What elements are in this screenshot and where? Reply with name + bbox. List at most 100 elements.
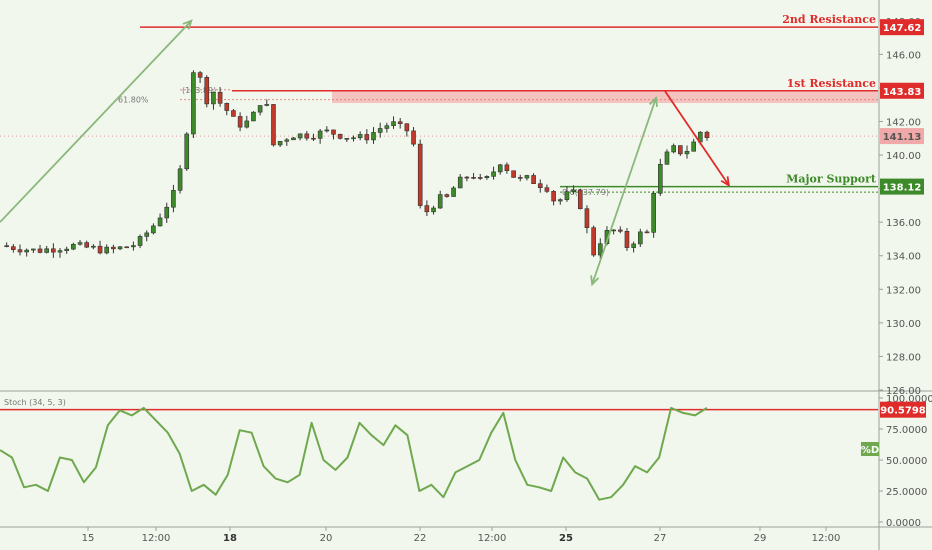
- candle-body: [217, 91, 223, 104]
- candle-body: [324, 129, 330, 132]
- candle-body: [311, 137, 316, 140]
- candle-body: [557, 199, 563, 202]
- stoch-value-badge: [880, 401, 926, 418]
- candle-body: [658, 163, 663, 194]
- stoch-tick-label: 100.0000: [886, 394, 932, 405]
- stoch-value-text: 90.5798: [880, 406, 926, 417]
- candle-body: [37, 248, 43, 253]
- time-tick-label: 12:00: [478, 533, 507, 544]
- candle-body: [277, 141, 283, 146]
- candle-body: [484, 176, 490, 179]
- candle-body: [644, 231, 650, 234]
- candle-body: [224, 103, 230, 111]
- candle-body: [511, 170, 516, 178]
- candle-body: [51, 248, 56, 253]
- candle-body: [564, 191, 570, 200]
- candle-body: [84, 242, 90, 248]
- candle-body: [237, 116, 243, 128]
- candle-body: [651, 192, 656, 233]
- candle-body: [497, 164, 503, 173]
- candle-body: [391, 121, 396, 126]
- price-tick-label: 126.00: [886, 386, 921, 397]
- candle-body: [617, 229, 623, 232]
- candle-body: [157, 217, 163, 227]
- candle-body: [571, 189, 576, 192]
- candle-body: [704, 131, 710, 138]
- level-price-text: 138.12: [883, 183, 922, 194]
- price-tick-label: 146.00: [886, 50, 921, 61]
- candle-body: [251, 111, 256, 122]
- candle-body: [204, 77, 210, 105]
- candle-body: [97, 245, 103, 254]
- candle-body: [317, 130, 323, 139]
- candle-body: [11, 246, 16, 250]
- candle-body: [584, 208, 590, 228]
- candle-body: [577, 189, 583, 210]
- time-tick-label: 12:00: [812, 533, 841, 544]
- candle-body: [297, 133, 303, 139]
- time-tick-label: 27: [654, 533, 667, 544]
- stoch-d-line: [0, 406, 708, 501]
- candle-body: [284, 139, 290, 142]
- level-price-badge: [880, 178, 924, 195]
- candle-body: [164, 206, 170, 219]
- level-price-text: 147.62: [883, 23, 922, 34]
- candle-body: [71, 243, 76, 250]
- candle-body: [357, 134, 363, 139]
- price-tick-label: 134.00: [886, 252, 921, 263]
- stoch-tick-label: 25.0000: [886, 487, 927, 498]
- time-tick-label: 18: [223, 533, 237, 544]
- time-tick-label: 22: [414, 533, 427, 544]
- candle-body: [137, 236, 143, 246]
- level-label: 1st Resistance: [787, 77, 876, 90]
- trend-arrow: [664, 90, 730, 186]
- candle-body: [117, 246, 123, 250]
- candle-body: [431, 207, 436, 213]
- stoch-tick-label: 0.0000: [886, 518, 921, 529]
- candle-body: [184, 133, 190, 170]
- candle-body: [44, 248, 49, 253]
- trend-arrow: [591, 97, 657, 285]
- candle-body: [104, 246, 110, 254]
- candle-body: [244, 120, 250, 128]
- candle-body: [57, 250, 63, 253]
- time-tick-label: 20: [320, 533, 333, 544]
- candle-body: [197, 72, 203, 78]
- candle-body: [664, 151, 670, 165]
- time-tick-label: 15: [82, 533, 95, 544]
- candle-body: [444, 194, 450, 197]
- candle-body: [31, 248, 36, 251]
- level-price-text: 143.83: [883, 87, 922, 98]
- candle-body: [351, 137, 356, 140]
- candle-body: [264, 104, 270, 106]
- candle-body: [384, 125, 390, 129]
- time-tick-label: 12:00: [142, 533, 171, 544]
- candle-body: [17, 249, 23, 253]
- stoch-series-label: %D: [861, 445, 879, 456]
- candle-body: [24, 249, 29, 253]
- candle-body: [491, 171, 496, 177]
- trend-arrow-head: [720, 176, 731, 187]
- candle-body: [524, 175, 530, 179]
- candle-body: [64, 248, 69, 251]
- fib-label-top: (143.89): [182, 86, 216, 95]
- stoch-tick-label: 75.0000: [886, 425, 927, 436]
- resistance-zone: [332, 90, 878, 104]
- candle-body: [424, 205, 430, 213]
- candle-body: [331, 129, 336, 135]
- candle-body: [177, 168, 183, 191]
- candle-body: [597, 243, 603, 256]
- candle-body: [624, 231, 630, 248]
- trend-arrow-head: [182, 19, 193, 30]
- candle-body: [631, 243, 636, 248]
- candle-body: [471, 177, 476, 179]
- candle-body: [638, 231, 643, 245]
- price-tick-label: 128.00: [886, 352, 921, 363]
- price-tick-label: 136.00: [886, 218, 921, 229]
- candle-body: [111, 246, 116, 250]
- current-price-badge: [880, 128, 924, 145]
- candle-body: [231, 110, 236, 117]
- candle-body: [344, 137, 350, 140]
- candle-body: [124, 246, 130, 249]
- candle-body: [678, 145, 683, 155]
